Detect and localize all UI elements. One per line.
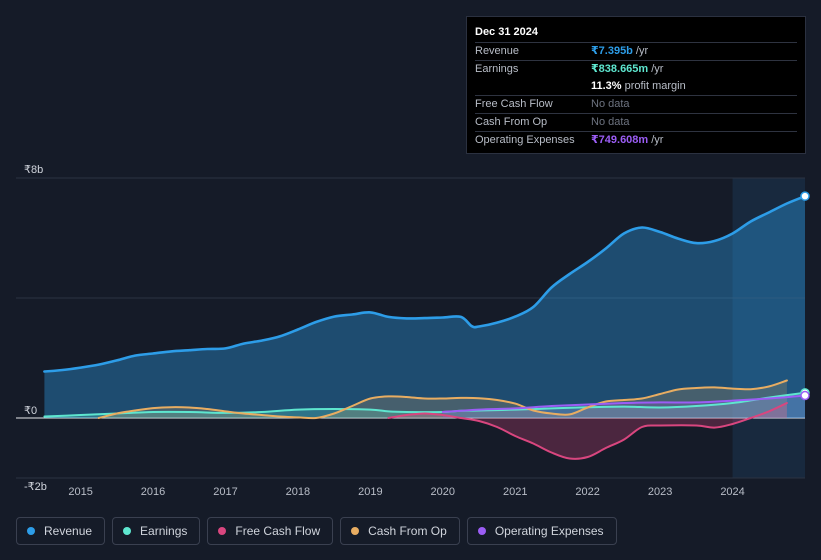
legend-dot-icon	[123, 527, 131, 535]
legend-dot-icon	[27, 527, 35, 535]
legend-dot-icon	[351, 527, 359, 535]
legend-item-cash-from-op[interactable]: Cash From Op	[340, 517, 460, 545]
tooltip-label	[475, 78, 591, 95]
legend-label: Free Cash Flow	[235, 524, 320, 538]
tooltip-label: Revenue	[475, 43, 591, 60]
y-tick-label: ₹8b	[24, 164, 43, 176]
tooltip-label: Free Cash Flow	[475, 96, 591, 113]
tooltip-value: No data	[591, 114, 630, 131]
x-tick-label: 2019	[358, 486, 382, 498]
chart-legend: Revenue Earnings Free Cash Flow Cash Fro…	[16, 517, 624, 545]
tooltip-value: ₹7.395b	[591, 43, 633, 60]
tooltip-value: ₹838.665m	[591, 61, 648, 78]
tooltip-date: Dec 31 2024	[475, 25, 797, 43]
x-axis-labels: 2015 2016 2017 2018 2019 2020 2021 2022 2023 2024	[68, 486, 744, 498]
tooltip-label: Earnings	[475, 61, 591, 78]
tooltip-value: 11.3%	[591, 78, 622, 95]
tooltip-label: Cash From Op	[475, 114, 591, 131]
tooltip-row-profit-margin: 11.3% profit margin	[475, 78, 797, 96]
x-tick-label: 2020	[431, 486, 455, 498]
y-tick-label: ₹0	[24, 405, 37, 417]
legend-item-earnings[interactable]: Earnings	[112, 517, 200, 545]
legend-label: Earnings	[140, 524, 187, 538]
legend-item-revenue[interactable]: Revenue	[16, 517, 105, 545]
tooltip-unit: /yr	[651, 132, 663, 149]
x-tick-label: 2023	[648, 486, 672, 498]
legend-dot-icon	[478, 527, 486, 535]
x-tick-label: 2021	[503, 486, 527, 498]
tooltip-row-operating-expenses: Operating Expenses ₹749.608m /yr	[475, 132, 797, 149]
tooltip-row-free-cash-flow: Free Cash Flow No data	[475, 96, 797, 114]
x-tick-label: 2016	[141, 486, 165, 498]
legend-label: Operating Expenses	[495, 524, 604, 538]
x-tick-label: 2017	[213, 486, 237, 498]
legend-item-free-cash-flow[interactable]: Free Cash Flow	[207, 517, 333, 545]
tooltip-row-cash-from-op: Cash From Op No data	[475, 114, 797, 132]
tooltip-unit: profit margin	[625, 78, 686, 95]
legend-label: Cash From Op	[368, 524, 447, 538]
tooltip-value: ₹749.608m	[591, 132, 648, 149]
legend-label: Revenue	[44, 524, 92, 538]
hover-tooltip: Dec 31 2024 Revenue ₹7.395b /yr Earnings…	[466, 16, 806, 154]
operating-expenses-end-marker	[801, 392, 809, 400]
legend-dot-icon	[218, 527, 226, 535]
tooltip-row-revenue: Revenue ₹7.395b /yr	[475, 43, 797, 61]
revenue-end-marker	[801, 192, 809, 200]
x-tick-label: 2018	[286, 486, 310, 498]
tooltip-row-earnings: Earnings ₹838.665m /yr	[475, 61, 797, 78]
y-tick-label: -₹2b	[24, 481, 47, 493]
legend-item-operating-expenses[interactable]: Operating Expenses	[467, 517, 617, 545]
tooltip-value: No data	[591, 96, 630, 113]
x-tick-label: 2022	[575, 486, 599, 498]
tooltip-unit: /yr	[651, 61, 663, 78]
x-tick-label: 2015	[68, 486, 92, 498]
tooltip-unit: /yr	[636, 43, 648, 60]
x-tick-label: 2024	[720, 486, 744, 498]
tooltip-label: Operating Expenses	[475, 132, 591, 149]
